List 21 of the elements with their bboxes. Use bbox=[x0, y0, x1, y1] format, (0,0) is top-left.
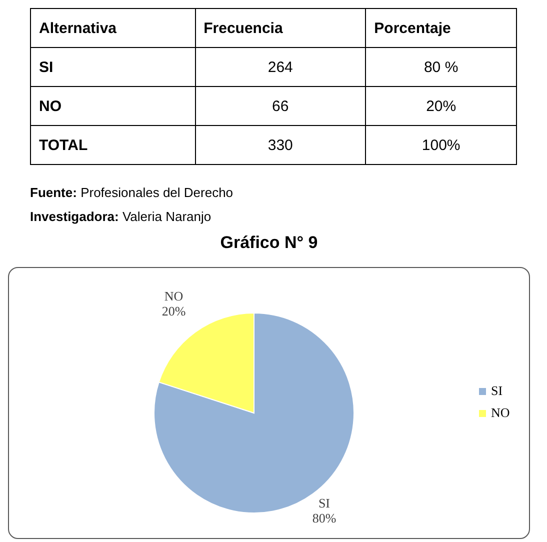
text: 80 % bbox=[424, 58, 458, 76]
slice-label: SI bbox=[318, 496, 330, 511]
text: 264 bbox=[268, 58, 293, 76]
data-label: 80% bbox=[312, 510, 336, 526]
legend-label: SI bbox=[491, 383, 503, 399]
text: 330 bbox=[268, 136, 293, 154]
text: 100% bbox=[422, 136, 460, 154]
slice-label: NO bbox=[164, 288, 184, 304]
category-label: SI bbox=[39, 58, 54, 76]
source-note: Fuente: Profesionales del Derecho bbox=[30, 185, 234, 200]
category-label: Alternativa bbox=[30, 8, 196, 48]
chart-title: Gráfico N° 9 bbox=[219, 233, 319, 254]
category-label: Porcentaje bbox=[366, 8, 516, 48]
category-label: Frecuencia bbox=[195, 8, 366, 48]
category-label: NO bbox=[39, 98, 62, 114]
text: Investigadora: Valeria Naranjo bbox=[30, 209, 212, 224]
text: 20% bbox=[426, 98, 456, 114]
category-label: TOTAL bbox=[39, 136, 88, 154]
text: 66 bbox=[272, 98, 289, 114]
data-label: 20% bbox=[162, 303, 186, 318]
legend-label: NO bbox=[491, 405, 510, 421]
